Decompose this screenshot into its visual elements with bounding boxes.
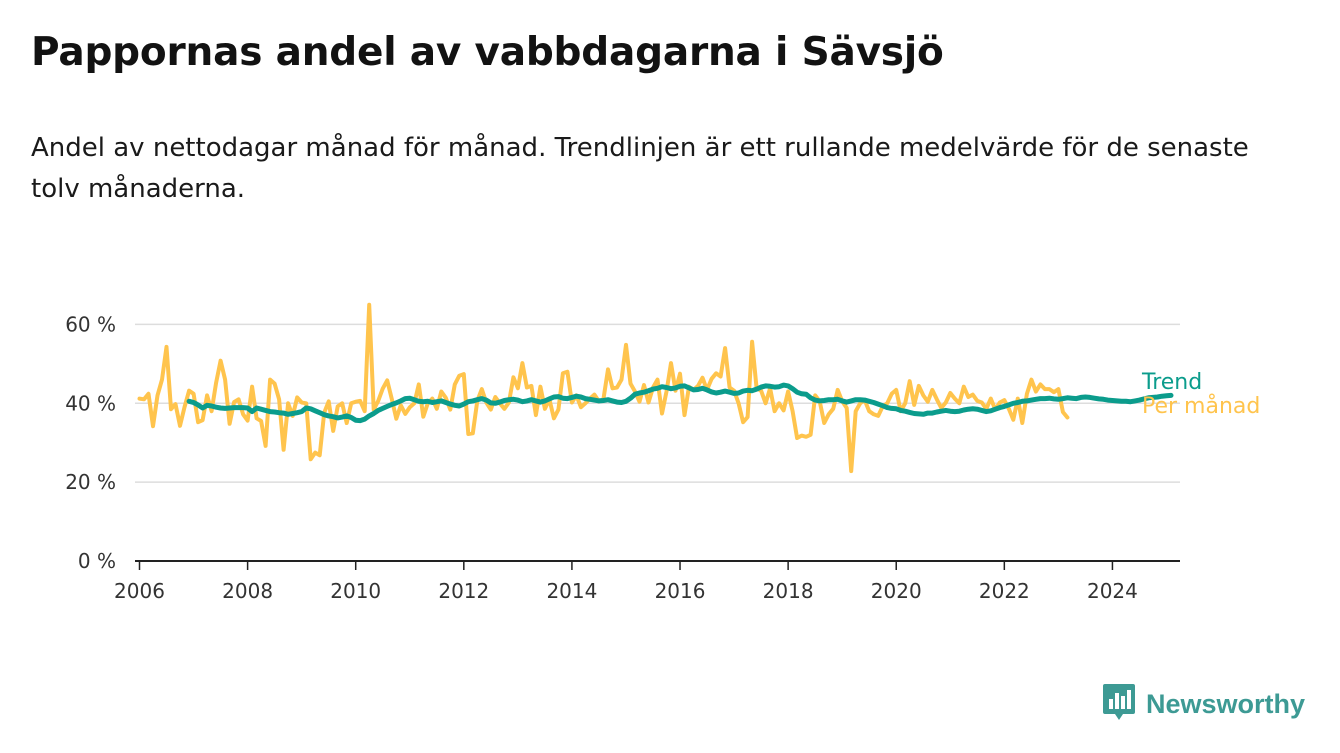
y-tick-label: 0 % — [78, 549, 116, 573]
y-tick-label: 40 % — [65, 391, 116, 415]
brand-logo: Newsworthy — [1102, 682, 1305, 726]
x-tick-label: 2018 — [763, 579, 814, 603]
x-tick-label: 2006 — [114, 579, 165, 603]
x-tick-label: 2012 — [438, 579, 489, 603]
series-label-trend: Trend — [1141, 370, 1202, 395]
series-label-monthly: Per månad — [1142, 393, 1260, 419]
x-tick-label: 2008 — [222, 579, 273, 603]
page-title: Pappornas andel av vabbdagarna i Sävsjö — [31, 30, 944, 75]
brand-name: Newsworthy — [1146, 688, 1306, 719]
y-tick-label: 60 % — [65, 312, 116, 336]
y-tick-label: 20 % — [65, 470, 116, 494]
x-tick-label: 2024 — [1087, 579, 1138, 603]
x-tick-label: 2014 — [546, 579, 597, 603]
series-line-trend — [186, 382, 1174, 424]
x-tick-label: 2020 — [871, 579, 922, 603]
chart-subtitle: Andel av nettodagar månad för månad. Tre… — [31, 133, 1249, 204]
x-tick-label: 2016 — [655, 579, 706, 603]
x-tick-label: 2022 — [979, 579, 1030, 603]
axis-layer: 0 % 20 % 40 % 60 % 2006 2008 2010 2012 2014 2016 2… — [65, 312, 1180, 603]
newsworthy-logo-icon — [1102, 682, 1136, 726]
x-tick-label: 2010 — [330, 579, 381, 603]
series-line-monthly — [137, 302, 1070, 474]
series-layer — [137, 302, 1174, 474]
